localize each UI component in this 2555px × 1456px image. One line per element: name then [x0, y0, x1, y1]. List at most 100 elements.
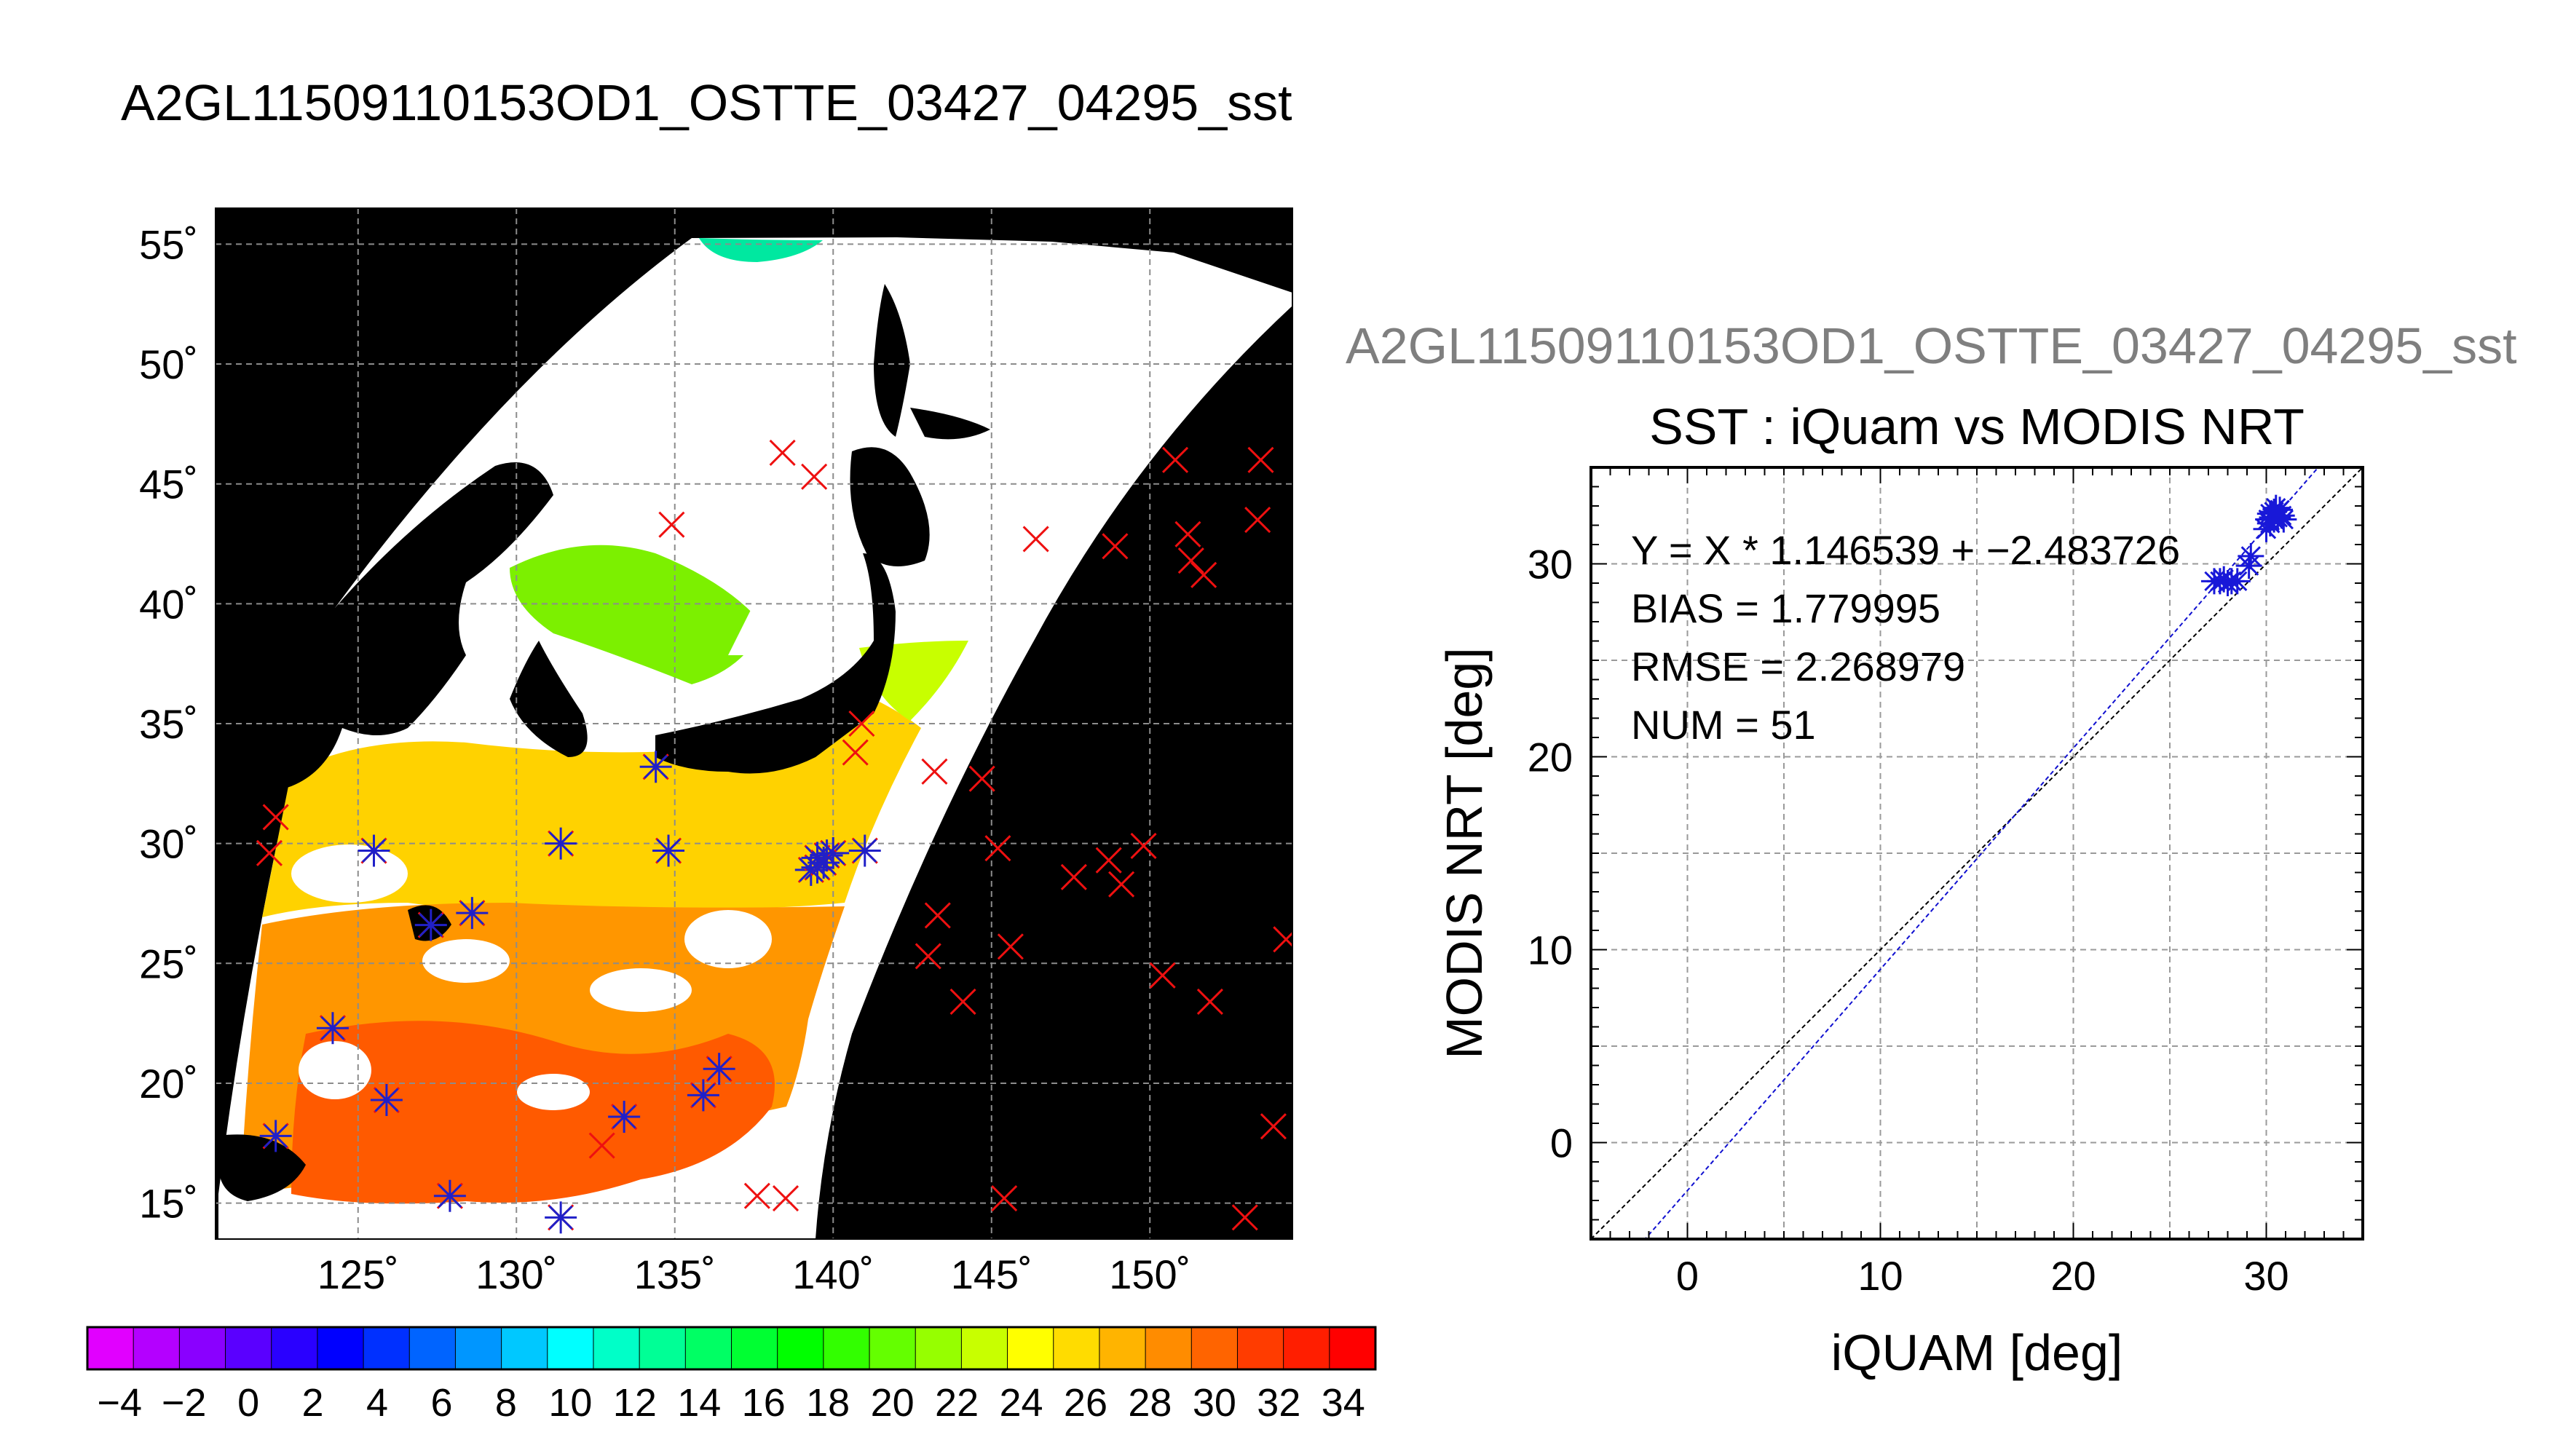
bias-value: BIAS = 1.779995 [1631, 585, 1940, 631]
outside-match-marker [772, 1184, 799, 1212]
scatter-y-label: MODIS NRT [deg] [1436, 647, 1493, 1059]
map-y-tick-label: 50˚ [139, 341, 198, 387]
map-y-tick-label: 55˚ [139, 221, 198, 267]
colorbar-swatch [777, 1327, 824, 1369]
scatter-plot: SST : iQuam vs MODIS NRT 0 10 20 300102030 … [1436, 398, 2364, 1381]
outside-match-marker [1149, 962, 1176, 989]
scatter-gridlines [1591, 467, 2363, 1239]
outside-match-marker [997, 933, 1024, 960]
colorbar-tick-label: 34 [1322, 1381, 1365, 1425]
colorbar-swatch [87, 1327, 134, 1369]
outside-match-marker [262, 804, 289, 831]
matchup-marker-blue [608, 1101, 641, 1133]
colorbar-swatch [915, 1327, 962, 1369]
matchup-marker-blue [848, 834, 881, 867]
outside-match-marker [1273, 926, 1292, 953]
colorbar-tick-label: 22 [935, 1381, 979, 1425]
map-x-tick-label: 140˚ [792, 1251, 874, 1297]
korea-peninsula [510, 641, 588, 757]
outside-match-marker [924, 902, 951, 929]
colorbar-swatch [685, 1327, 732, 1369]
scatter-title: SST : iQuam vs MODIS NRT [1649, 398, 2305, 455]
scatter-x-tick-label: 30 [2243, 1253, 2289, 1299]
colorbar-swatch [409, 1327, 457, 1369]
map-y-tick-label: 15˚ [139, 1181, 198, 1227]
colorbar-swatch [869, 1327, 916, 1369]
colorbar-tick-label: 0 [237, 1381, 259, 1425]
colorbar-swatch [731, 1327, 778, 1369]
colorbar-tick-label: 14 [677, 1381, 721, 1425]
map-x-tick-label: 145˚ [951, 1251, 1032, 1297]
colorbar-swatch [1237, 1327, 1284, 1369]
main-title: A2GL11509110153OD1_OSTTE_03427_04295_sst [121, 74, 1292, 131]
matchup-marker-blue [652, 834, 685, 867]
cloud-sea-of-japan [728, 582, 765, 655]
matchup-marker-blue [545, 1201, 577, 1234]
outside-match-marker [1247, 446, 1274, 473]
num-value: NUM = 51 [1631, 702, 1816, 748]
outside-match-marker [1196, 988, 1223, 1016]
colorbar-swatch [501, 1327, 548, 1369]
outside-match-marker [842, 739, 869, 766]
colorbar-swatch [363, 1327, 410, 1369]
matchup-marker-blue [316, 1012, 349, 1045]
map-y-tick-label: 20˚ [139, 1061, 198, 1107]
sst-hottest-zone [291, 1021, 775, 1204]
colorbar-labels: −4 −2 0 2 4 6 8 10 12 14 16 18 20 22 24 26 28 30 32 34 [97, 1381, 1365, 1425]
map-x-ticks: 125˚ 130˚ 135˚ 140˚ 145˚ 150˚ [317, 1251, 1191, 1297]
scatter-y-tick-label: 30 [1528, 542, 1573, 587]
cloud-patch [299, 1041, 371, 1099]
scatter-y-tick-label: 10 [1528, 927, 1573, 973]
cloud-patch [684, 910, 772, 968]
matchup-marker-blue [456, 897, 489, 930]
colorbar-swatch [1191, 1327, 1239, 1369]
outside-match-marker [1174, 521, 1201, 547]
colorbar-tick-label: 20 [871, 1381, 915, 1425]
colorbar-swatch [1145, 1327, 1192, 1369]
colorbar-swatch [593, 1327, 640, 1369]
korea-china-land [218, 462, 553, 815]
scatter-x-tick-label: 0 [1676, 1253, 1699, 1299]
colorbar-swatch [455, 1327, 502, 1369]
colorbar-tick-label: 2 [302, 1381, 324, 1425]
colorbar-swatch [317, 1327, 364, 1369]
matchup-marker-blue [433, 1179, 466, 1212]
outside-match-marker [984, 835, 1011, 862]
cloud-patch [422, 939, 510, 983]
okhotsk-coast [910, 408, 990, 440]
outside-match-marker [991, 1184, 1018, 1212]
colorbar-tick-label: 30 [1193, 1381, 1236, 1425]
outside-match-marker [588, 1132, 615, 1159]
map-y-tick-label: 45˚ [139, 462, 198, 507]
colorbar-swatch [547, 1327, 594, 1369]
sst-map: 125˚ 130˚ 135˚ 140˚ 145˚ 150˚ 15˚ 20˚ 25˚ 30˚ 35˚… [139, 207, 1293, 1297]
outside-match-marker [1095, 847, 1122, 874]
sst-sea-of-japan [510, 545, 765, 684]
matchup-marker-blue [545, 827, 577, 860]
map-y-tick-label: 40˚ [139, 581, 198, 627]
matchup-marker-blue [639, 751, 672, 783]
map-points [256, 439, 1292, 1234]
map-y-tick-label: 25˚ [139, 941, 198, 986]
colorbar-swatch [1283, 1327, 1330, 1369]
outside-match-marker [1060, 863, 1087, 890]
colorbar-tick-label: 26 [1064, 1381, 1107, 1425]
map-x-tick-label: 125˚ [317, 1251, 399, 1297]
colorbar-swatch [1007, 1327, 1054, 1369]
colorbar-tick-label: −4 [97, 1381, 142, 1425]
cloud-patch [291, 844, 408, 903]
japan-honshu [655, 553, 896, 774]
outside-match-marker [1102, 533, 1129, 560]
colorbar-swatch [271, 1327, 318, 1369]
outside-match-marker [1177, 547, 1204, 574]
scatter-file-title: A2GL11509110153OD1_OSTTE_03427_04295_sst [1346, 317, 2517, 374]
japan-hokkaido [850, 447, 930, 566]
scatter-point [2238, 542, 2264, 569]
outside-match-marker [1130, 832, 1157, 860]
scatter-x-tick-label: 10 [1857, 1253, 1903, 1299]
rmse-value: RMSE = 2.268979 [1631, 644, 1965, 689]
colorbar-tick-label: 12 [613, 1381, 657, 1425]
colorbar-swatch [225, 1327, 272, 1369]
colorbar-tick-label: 28 [1128, 1381, 1172, 1425]
